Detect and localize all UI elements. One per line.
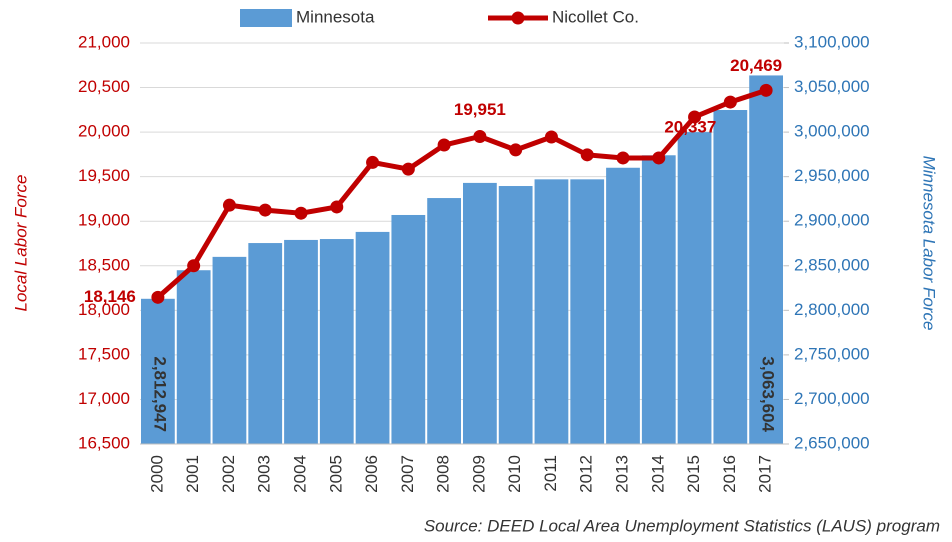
line-marker bbox=[473, 129, 487, 143]
line-marker bbox=[366, 155, 380, 169]
bar bbox=[463, 182, 497, 444]
y-tick-label: 19,000 bbox=[78, 211, 130, 230]
y2-tick-label: 3,100,000 bbox=[794, 32, 870, 51]
line-value-label: 18,146 bbox=[84, 287, 136, 306]
bar bbox=[606, 167, 640, 444]
bar bbox=[427, 198, 461, 444]
line-value-label: 19,951 bbox=[454, 100, 506, 119]
y2-tick-label: 2,950,000 bbox=[794, 166, 870, 185]
legend-label: Minnesota bbox=[296, 7, 375, 26]
x-tick-label: 2003 bbox=[255, 455, 274, 493]
bar bbox=[284, 239, 318, 444]
line-marker bbox=[580, 148, 594, 162]
bar bbox=[713, 110, 748, 444]
legend-swatch bbox=[240, 9, 292, 27]
x-tick-label: 2015 bbox=[684, 455, 703, 493]
y2-tick-label: 2,650,000 bbox=[794, 433, 870, 452]
bar bbox=[176, 270, 211, 444]
x-tick-label: 2014 bbox=[648, 455, 667, 493]
y2-tick-label: 2,750,000 bbox=[794, 344, 870, 363]
x-tick-label: 2016 bbox=[720, 455, 739, 493]
y2-axis-title: Minnesota Labor Force bbox=[920, 156, 939, 331]
line-marker bbox=[509, 143, 523, 157]
x-tick-label: 2007 bbox=[398, 455, 417, 493]
source-note: Source: DEED Local Area Unemployment Sta… bbox=[424, 516, 940, 535]
bar bbox=[212, 256, 247, 444]
x-tick-label: 2000 bbox=[147, 455, 166, 493]
line-value-label: 20,469 bbox=[730, 56, 782, 75]
y-tick-label: 19,500 bbox=[78, 166, 130, 185]
x-tick-label: 2011 bbox=[541, 455, 560, 492]
legend-label: Nicollet Co. bbox=[552, 7, 639, 26]
y-tick-label: 21,000 bbox=[78, 32, 130, 51]
line-marker bbox=[401, 162, 415, 176]
x-tick-label: 2008 bbox=[434, 455, 453, 493]
line-marker bbox=[258, 203, 272, 217]
x-tick-label: 2005 bbox=[326, 455, 345, 493]
line-marker bbox=[222, 198, 236, 212]
bar bbox=[641, 155, 676, 444]
line-marker bbox=[294, 206, 308, 220]
line-marker bbox=[652, 151, 666, 165]
y-tick-label: 17,500 bbox=[78, 344, 130, 363]
y2-tick-label: 3,050,000 bbox=[794, 77, 870, 96]
x-tick-label: 2017 bbox=[756, 455, 775, 493]
bar bbox=[355, 231, 390, 444]
bar bbox=[677, 132, 712, 444]
line-value-label: 20,337 bbox=[664, 118, 716, 137]
line-marker bbox=[187, 259, 201, 273]
y2-tick-label: 2,900,000 bbox=[794, 211, 870, 230]
bar bbox=[498, 186, 533, 445]
y-tick-label: 18,500 bbox=[78, 255, 130, 274]
line-marker bbox=[437, 138, 451, 152]
x-tick-label: 2009 bbox=[469, 455, 488, 493]
bar bbox=[319, 239, 354, 444]
bar bbox=[248, 243, 283, 444]
bar bbox=[749, 75, 783, 445]
y-tick-label: 20,500 bbox=[78, 77, 130, 96]
bar bbox=[391, 214, 426, 444]
bar-value-label: 3,063,604 bbox=[759, 356, 778, 432]
y2-tick-label: 2,700,000 bbox=[794, 389, 870, 408]
x-tick-label: 2012 bbox=[577, 455, 596, 493]
y2-tick-label: 3,000,000 bbox=[794, 122, 870, 141]
x-tick-label: 2004 bbox=[290, 455, 309, 493]
y2-tick-label: 2,800,000 bbox=[794, 300, 870, 319]
line-marker bbox=[723, 95, 737, 109]
legend-marker bbox=[511, 11, 525, 25]
y-tick-label: 16,500 bbox=[78, 433, 130, 452]
y-tick-label: 18,000 bbox=[78, 300, 130, 319]
x-tick-label: 2002 bbox=[219, 455, 238, 493]
x-tick-label: 2013 bbox=[612, 455, 631, 493]
line-marker bbox=[544, 130, 558, 144]
x-tick-label: 2010 bbox=[505, 455, 524, 493]
x-tick-label: 2001 bbox=[183, 455, 202, 493]
y-tick-label: 20,000 bbox=[78, 122, 130, 141]
line-marker bbox=[151, 290, 165, 304]
line-marker bbox=[330, 200, 344, 214]
line-marker bbox=[688, 110, 702, 124]
y2-tick-label: 2,850,000 bbox=[794, 255, 870, 274]
bar bbox=[141, 298, 175, 444]
line-marker bbox=[616, 151, 630, 165]
x-tick-label: 2006 bbox=[362, 455, 381, 493]
y-tick-label: 17,000 bbox=[78, 389, 130, 408]
line-marker bbox=[759, 83, 773, 97]
bar bbox=[570, 179, 605, 444]
bar-value-label: 2,812,947 bbox=[150, 356, 169, 432]
y-axis-title: Local Labor Force bbox=[11, 174, 30, 311]
bar bbox=[534, 179, 569, 444]
